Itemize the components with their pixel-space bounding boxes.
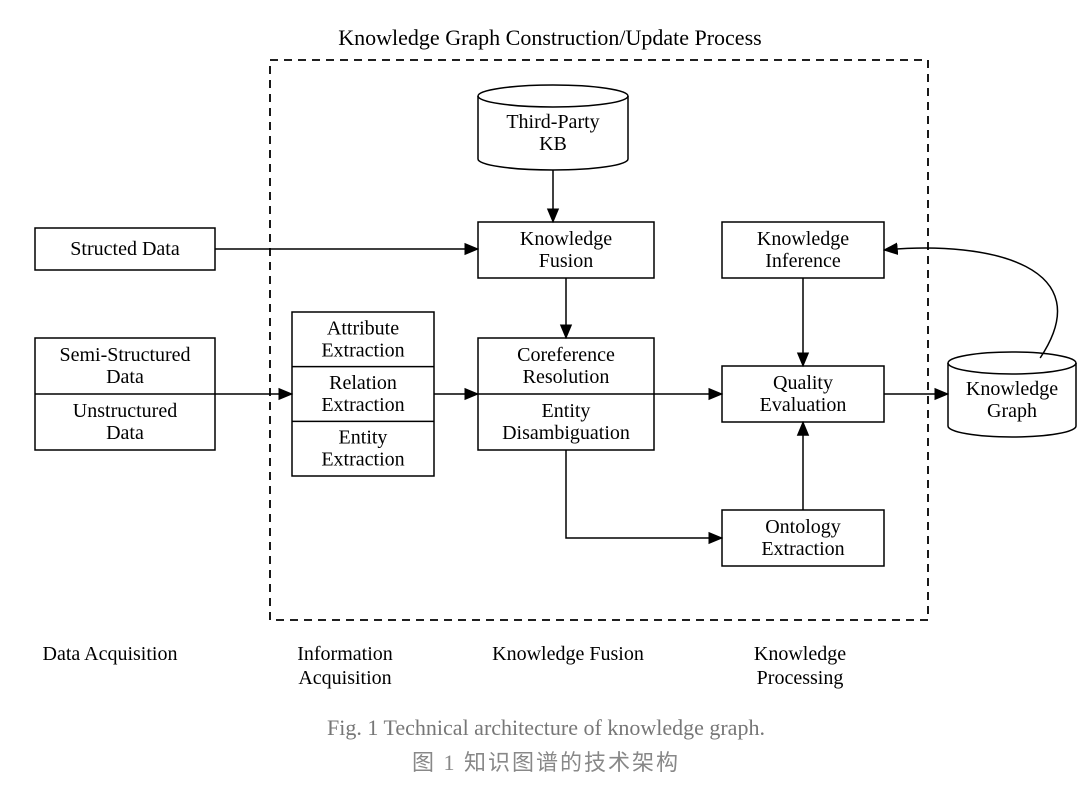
svg-text:Coreference: Coreference xyxy=(517,344,615,366)
svg-text:Information: Information xyxy=(297,643,393,665)
svg-text:Knowledge: Knowledge xyxy=(754,643,846,665)
ontology_ext: OntologyExtraction xyxy=(722,510,884,566)
caption-en: Fig. 1 Technical architecture of knowled… xyxy=(327,715,765,740)
svg-text:Quality: Quality xyxy=(773,372,833,394)
svg-text:Data: Data xyxy=(106,422,144,444)
svg-text:Extraction: Extraction xyxy=(761,538,844,560)
svg-text:Extraction: Extraction xyxy=(321,449,404,471)
svg-text:Third-Party: Third-Party xyxy=(506,111,599,133)
svg-text:Acquisition: Acquisition xyxy=(298,667,391,689)
svg-text:Graph: Graph xyxy=(987,400,1037,422)
svg-text:Fusion: Fusion xyxy=(539,250,593,272)
svg-text:Relation: Relation xyxy=(329,372,397,394)
kg-architecture-diagram: Knowledge Graph Construction/Update Proc… xyxy=(0,0,1091,795)
svg-text:Entity: Entity xyxy=(542,400,591,422)
svg-text:Unstructured: Unstructured xyxy=(73,400,177,422)
knowledge_graph: KnowledgeGraph xyxy=(948,352,1076,437)
process-title: Knowledge Graph Construction/Update Proc… xyxy=(338,25,761,50)
svg-text:Extraction: Extraction xyxy=(321,339,404,361)
svg-text:KB: KB xyxy=(539,133,567,155)
stage-label: Knowledge Fusion xyxy=(492,643,644,665)
svg-text:Knowledge Fusion: Knowledge Fusion xyxy=(492,643,644,665)
svg-text:Disambiguation: Disambiguation xyxy=(502,422,630,444)
svg-text:Knowledge: Knowledge xyxy=(520,228,612,250)
svg-text:Structed Data: Structed Data xyxy=(70,238,180,260)
svg-text:Data Acquisition: Data Acquisition xyxy=(43,643,178,665)
third_party_kb: Third-PartyKB xyxy=(478,85,628,170)
svg-text:Attribute: Attribute xyxy=(327,317,399,339)
svg-text:Knowledge: Knowledge xyxy=(757,228,849,250)
stage-label: InformationAcquisition xyxy=(297,643,393,689)
svg-text:Ontology: Ontology xyxy=(765,516,841,538)
stage-label: Data Acquisition xyxy=(43,643,178,665)
info_acq_stack: AttributeExtractionRelationExtractionEnt… xyxy=(292,312,434,476)
svg-text:Processing: Processing xyxy=(757,667,844,689)
caption-zh: 图 1 知识图谱的技术架构 xyxy=(412,750,680,775)
svg-text:Inference: Inference xyxy=(765,250,841,272)
knowledge_fusion: KnowledgeFusion xyxy=(478,222,654,278)
svg-text:Semi-Structured: Semi-Structured xyxy=(59,344,190,366)
svg-text:Knowledge: Knowledge xyxy=(966,378,1058,400)
svg-text:Evaluation: Evaluation xyxy=(760,394,847,416)
coref_entity: CoreferenceResolution EntityDisambiguatio… xyxy=(478,338,654,450)
quality_eval: QualityEvaluation xyxy=(722,366,884,422)
semi_unstructured: Semi-StructuredDataUnstructuredData xyxy=(35,338,215,450)
svg-text:Extraction: Extraction xyxy=(321,394,404,416)
svg-text:Entity: Entity xyxy=(339,427,388,449)
stage-label: KnowledgeProcessing xyxy=(754,643,846,689)
structed_data: Structed Data xyxy=(35,228,215,270)
svg-text:Data: Data xyxy=(106,366,144,388)
knowledge_inference: KnowledgeInference xyxy=(722,222,884,278)
svg-text:Resolution: Resolution xyxy=(523,366,610,388)
